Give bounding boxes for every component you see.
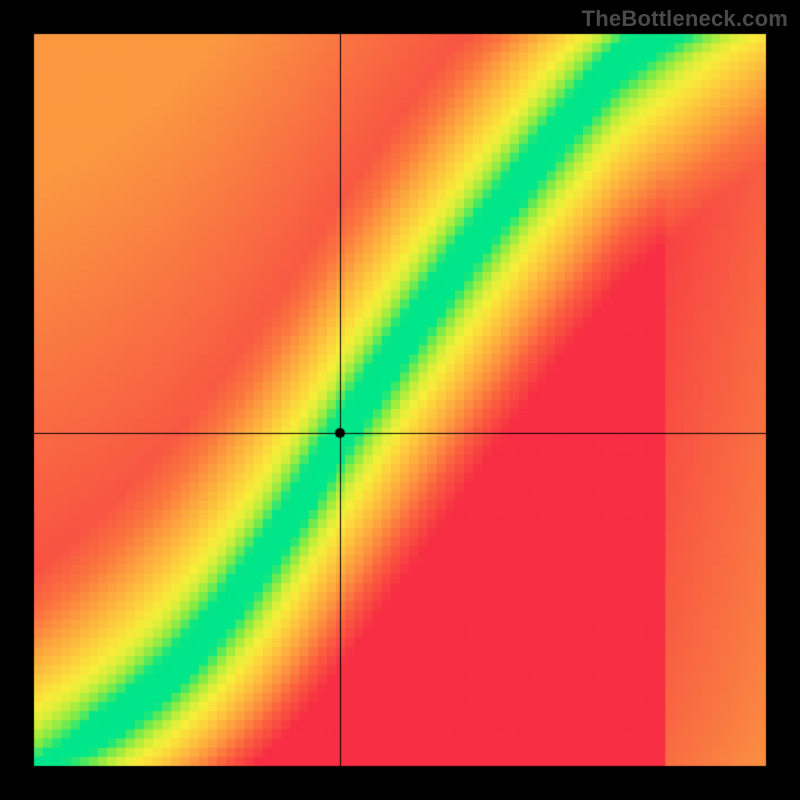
watermark-text: TheBottleneck.com — [582, 6, 788, 32]
heatmap-canvas — [0, 0, 800, 800]
chart-container: TheBottleneck.com — [0, 0, 800, 800]
